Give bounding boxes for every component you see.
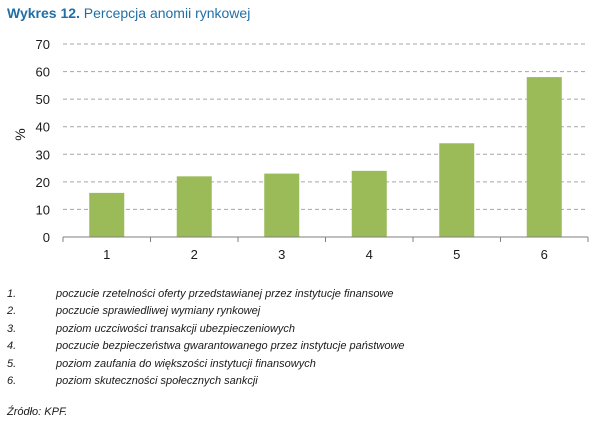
y-tick-label: 60 — [36, 65, 50, 80]
figure-title-text: Percepcja anomii rynkowej — [83, 5, 251, 21]
legend-item-text: poziom uczciwości transakcji ubezpieczen… — [56, 322, 296, 335]
bar-chart: 0 10 20 30 40 50 60 70% 1 2 3 4 5 6 — [12, 37, 589, 262]
legend-item: 2. poczucie sprawiedliwej wymiany rynkow… — [7, 303, 597, 320]
y-tick-label: 10 — [36, 202, 50, 217]
bar — [526, 77, 562, 237]
bar — [176, 176, 212, 237]
x-tick-label: 1 — [103, 247, 110, 262]
legend-item: 1. poczucie rzetelności oferty przedstaw… — [7, 286, 597, 303]
figure-label: Wykres 12. — [7, 5, 80, 21]
legend-item: 3. poziom uczciwości transakcji ubezpiec… — [7, 321, 597, 338]
y-axis-label: % — [12, 128, 28, 140]
y-tick-label: 70 — [36, 37, 50, 52]
legend-item-number: 1. — [7, 288, 17, 300]
legend-item-number: 3. — [7, 322, 17, 335]
legend-item-text: poczucie bezpieczeństwa gwarantowanego p… — [56, 340, 405, 353]
legend-item-text: poczucie sprawiedliwej wymiany rynkowej — [56, 305, 261, 318]
x-tick-label: 5 — [453, 247, 460, 262]
legend-item: 6. poziom skuteczności społecznych sankc… — [7, 373, 597, 390]
legend-item-number: 4. — [7, 340, 17, 353]
legend-item-number: 2. — [7, 305, 17, 318]
legend-item-text: poczucie rzetelności oferty przedstawian… — [56, 288, 394, 300]
y-tick-label: 20 — [36, 175, 50, 190]
legend-item-text: poziom skuteczności społecznych sankcji — [56, 374, 258, 387]
legend-item-text: poziom zaufania do większości instytucji… — [56, 357, 316, 370]
bar — [439, 143, 475, 237]
legend-item-number: 5. — [7, 357, 17, 370]
x-tick-label: 6 — [541, 247, 548, 262]
category-legend: 1. poczucie rzetelności oferty przedstaw… — [7, 286, 597, 390]
figure-title: Wykres 12. Percepcja anomii rynkowej — [7, 5, 250, 21]
y-tick-label: 0 — [43, 230, 50, 245]
y-tick-label: 50 — [36, 92, 50, 107]
legend-item: 5. poziom zaufania do większości instytu… — [7, 356, 597, 373]
bar — [89, 192, 125, 237]
source-note: Źródło: KPF. — [7, 406, 68, 418]
legend-item: 4. poczucie bezpieczeństwa gwarantowaneg… — [7, 338, 597, 355]
x-tick-label: 3 — [278, 247, 285, 262]
bar — [351, 170, 387, 237]
legend-item-number: 6. — [7, 374, 17, 387]
x-tick-label: 4 — [366, 247, 373, 262]
y-tick-label: 40 — [36, 120, 50, 135]
bar — [264, 173, 300, 237]
y-tick-label: 30 — [36, 147, 50, 162]
x-tick-label: 2 — [191, 247, 198, 262]
